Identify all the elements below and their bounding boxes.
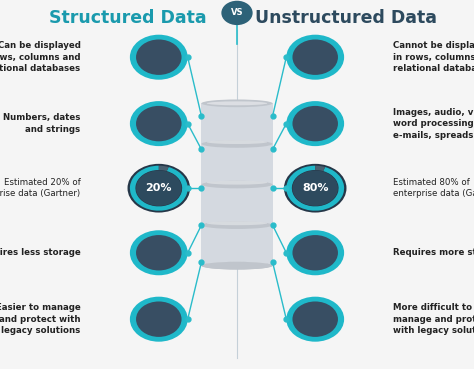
Circle shape (292, 301, 338, 337)
Ellipse shape (207, 262, 267, 266)
Ellipse shape (201, 221, 273, 229)
Circle shape (292, 106, 338, 141)
Ellipse shape (207, 221, 267, 225)
Text: Numbers, dates
and strings: Numbers, dates and strings (3, 113, 81, 134)
Wedge shape (286, 166, 344, 211)
Ellipse shape (201, 100, 273, 107)
Circle shape (136, 301, 182, 337)
Ellipse shape (207, 181, 267, 184)
FancyBboxPatch shape (201, 103, 273, 144)
Circle shape (136, 170, 182, 206)
FancyBboxPatch shape (201, 225, 273, 266)
Text: Images, audio, video,
word processing files,
e-mails, spreadsheets: Images, audio, video, word processing fi… (393, 108, 474, 139)
Text: Requires more storage: Requires more storage (393, 248, 474, 257)
Circle shape (130, 230, 188, 275)
Ellipse shape (201, 181, 273, 188)
Text: Cannot be displayed
in rows, columns and
relational databases: Cannot be displayed in rows, columns and… (393, 41, 474, 73)
Wedge shape (130, 166, 188, 211)
Circle shape (221, 1, 253, 25)
Text: 80%: 80% (302, 183, 328, 193)
Circle shape (286, 230, 344, 275)
Text: More difficult to
manage and protect
with legacy solutions: More difficult to manage and protect wit… (393, 303, 474, 335)
Text: Easier to manage
and protect with
legacy solutions: Easier to manage and protect with legacy… (0, 303, 81, 335)
Text: Requires less storage: Requires less storage (0, 248, 81, 257)
Ellipse shape (201, 262, 273, 269)
Circle shape (130, 101, 188, 146)
Wedge shape (159, 166, 169, 171)
Text: VS: VS (231, 8, 243, 17)
Circle shape (130, 35, 188, 80)
Ellipse shape (201, 262, 273, 269)
Circle shape (286, 35, 344, 80)
Circle shape (136, 235, 182, 270)
Ellipse shape (207, 101, 267, 105)
Circle shape (286, 101, 344, 146)
FancyBboxPatch shape (201, 144, 273, 184)
Text: Structured Data: Structured Data (49, 9, 207, 27)
Wedge shape (315, 166, 325, 171)
Ellipse shape (207, 140, 267, 144)
Ellipse shape (201, 140, 273, 148)
FancyBboxPatch shape (201, 184, 273, 225)
Circle shape (292, 39, 338, 75)
Circle shape (136, 106, 182, 141)
Circle shape (292, 235, 338, 270)
Circle shape (136, 39, 182, 75)
Text: Unstructured Data: Unstructured Data (255, 9, 437, 27)
Circle shape (128, 164, 190, 213)
Text: Estimated 20% of
enterprise data (Gartner): Estimated 20% of enterprise data (Gartne… (0, 178, 81, 199)
Circle shape (284, 164, 346, 213)
Circle shape (292, 170, 338, 206)
Text: Estimated 80% of
enterprise data (Gartner): Estimated 80% of enterprise data (Gartne… (393, 178, 474, 199)
Circle shape (130, 297, 188, 342)
Circle shape (286, 297, 344, 342)
Text: Can be displayed
in rows, columns and
relational databases: Can be displayed in rows, columns and re… (0, 41, 81, 73)
Text: 20%: 20% (146, 183, 172, 193)
